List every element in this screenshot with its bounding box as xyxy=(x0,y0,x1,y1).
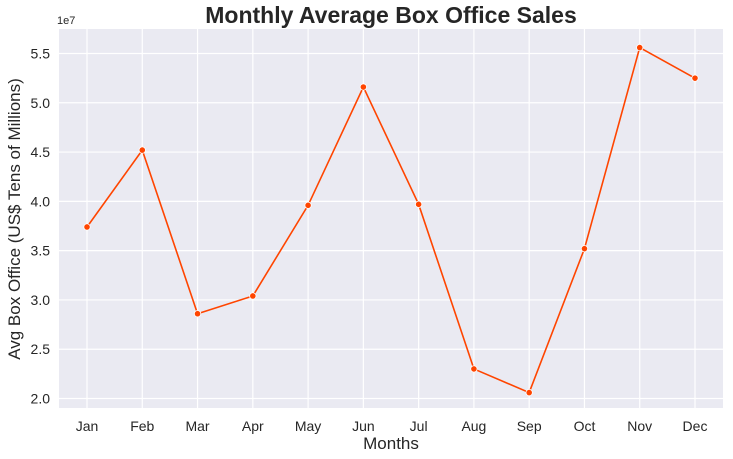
x-tick-label: Aug xyxy=(461,418,486,434)
data-point xyxy=(580,245,589,253)
chart-title: Monthly Average Box Office Sales xyxy=(205,2,577,28)
series-line-group xyxy=(86,46,696,394)
data-point xyxy=(636,43,644,52)
y-tick-label: 2.0 xyxy=(31,391,51,407)
y-tick-labels: 2.0 2.5 3.0 3.5 4.0 4.5 5.0 5.5 xyxy=(31,46,51,407)
data-point xyxy=(470,365,478,373)
x-tick-label: Jan xyxy=(76,418,99,434)
x-tick-label: Apr xyxy=(242,418,264,434)
y-tick-label: 2.5 xyxy=(31,341,51,357)
x-tick-label: Jun xyxy=(352,418,375,434)
x-tick-label: Feb xyxy=(130,418,154,434)
y-tick-label: 3.5 xyxy=(31,243,51,259)
data-point xyxy=(304,201,312,209)
data-point xyxy=(415,200,423,208)
data-point xyxy=(249,292,257,300)
data-point xyxy=(83,223,91,231)
y-tick-label: 5.0 xyxy=(31,95,51,111)
data-point xyxy=(691,74,699,82)
y-tick-label: 4.5 xyxy=(31,144,51,160)
data-point xyxy=(359,83,367,91)
x-axis-label: Months xyxy=(363,434,419,453)
series-line xyxy=(86,46,696,394)
y-tick-label: 4.0 xyxy=(31,193,51,209)
x-tick-label: Jul xyxy=(410,418,428,434)
plot-background xyxy=(59,29,723,408)
x-tick-label: Oct xyxy=(574,418,596,434)
x-tick-label: Mar xyxy=(185,418,209,434)
x-tick-label: Dec xyxy=(683,418,708,434)
x-tick-label: Nov xyxy=(627,418,652,434)
x-tick-label: May xyxy=(295,418,321,434)
data-point xyxy=(138,146,146,154)
y-tick-label: 5.5 xyxy=(31,46,51,62)
y-axis-label: Avg Box Office (US$ Tens of Millions) xyxy=(5,78,24,360)
x-tick-label: Sep xyxy=(517,418,542,434)
y-tick-label: 3.0 xyxy=(31,292,51,308)
data-point xyxy=(525,388,533,397)
x-tick-labels: Jan Feb Mar Apr May Jun Jul Aug Sep Oct Nov Dec xyxy=(76,418,708,434)
grid-lines xyxy=(59,29,723,408)
y-offset-label: 1e7 xyxy=(57,15,75,27)
data-point xyxy=(193,310,202,318)
series-points-group xyxy=(83,43,699,397)
